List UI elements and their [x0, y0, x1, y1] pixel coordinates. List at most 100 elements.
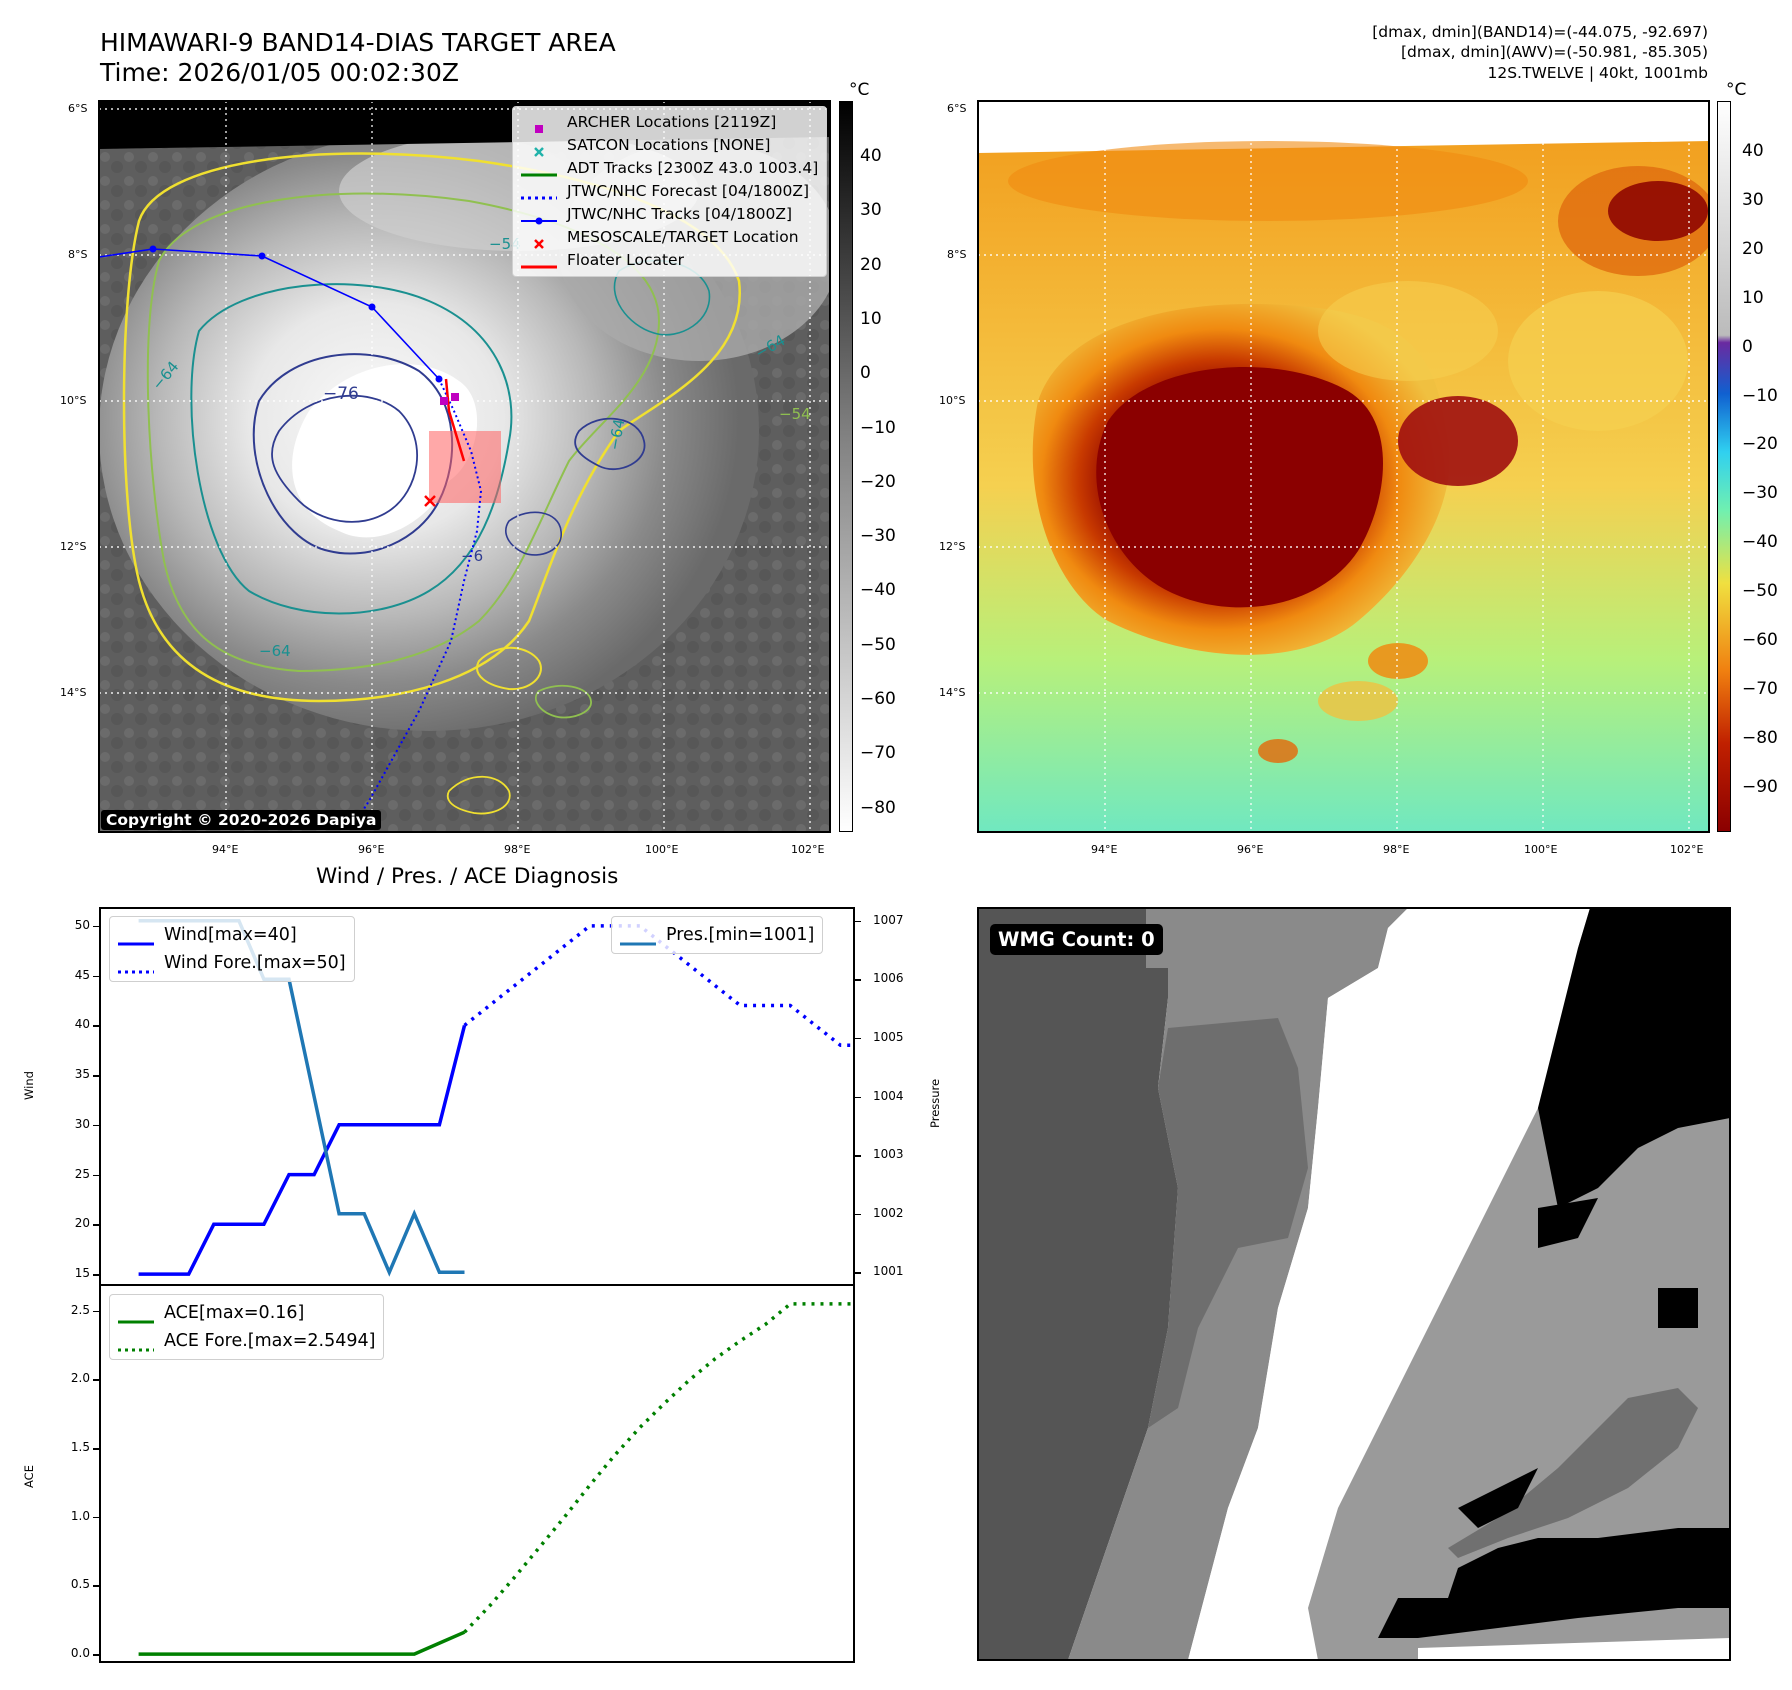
- ir-legend: ARCHER Locations [2119Z] SATCON Locations…: [512, 106, 828, 277]
- wmg-map[interactable]: WMG Count: 0: [978, 908, 1730, 1660]
- legend-entry: MESOSCALE/TARGET Location: [521, 226, 818, 249]
- legend-swatch: [521, 256, 557, 268]
- colorbar-tick-label: 10: [1742, 287, 1764, 308]
- legend-label: Pres.[min=1001]: [666, 925, 815, 945]
- axis-tick-mark: [93, 1585, 99, 1587]
- axis-tick-mark: [93, 1124, 99, 1127]
- colorbar-tick-label: −80: [860, 797, 896, 818]
- axis-tick-mark: [93, 1448, 99, 1450]
- axis-tick-mark: [93, 1310, 99, 1313]
- axis-tick-mark: [855, 1272, 861, 1274]
- legend-label: JTWC/NHC Tracks [04/1800Z]: [567, 205, 793, 223]
- legend-label: ACE[max=0.16]: [164, 1303, 305, 1323]
- colorbar-tick-label: 40: [1742, 141, 1764, 161]
- colorbar-tick-label: −70: [1742, 678, 1778, 699]
- legend-entry: ACE Fore.[max=2.5494]: [118, 1327, 375, 1355]
- legend-label: SATCON Locations [NONE]: [567, 136, 771, 154]
- axis-tick-mark: [855, 1037, 861, 1040]
- legend-swatch: [521, 187, 557, 199]
- legend-swatch: [521, 210, 557, 224]
- colorbar-tick-label: −50: [1742, 581, 1778, 602]
- legend-entry: JTWC/NHC Tracks [04/1800Z]: [521, 203, 818, 226]
- axis-tick-label: 1.0: [70, 1508, 90, 1523]
- ace-legend: ACE[max=0.16] ACE Fore.[max=2.5494]: [109, 1294, 385, 1360]
- axis-tick-mark: [93, 1025, 99, 1027]
- colorbar-tick-label: −20: [860, 471, 896, 492]
- legend-swatch: [118, 958, 154, 974]
- info-awv: [dmax, dmin](AWV)=(-50.981, -85.305): [1401, 43, 1708, 61]
- series-line: [463, 924, 853, 1048]
- legend-entry: SATCON Locations [NONE]: [521, 134, 818, 157]
- copyright-badge: Copyright © 2020-2026 Dapiya: [101, 810, 382, 830]
- contour-label: −64: [605, 417, 628, 451]
- awv-colorbar-unit: °C: [1726, 80, 1747, 100]
- colorbar-tick-label: −30: [860, 526, 896, 547]
- lat-label: 10°S: [939, 394, 966, 407]
- axis-tick-label: 15: [74, 1266, 90, 1281]
- legend-swatch: [521, 118, 557, 133]
- legend-entry: Wind Fore.[max=50]: [118, 949, 346, 977]
- axis-tick-mark: [93, 1654, 99, 1656]
- colorbar-tick-label: −70: [860, 743, 896, 764]
- colorbar-tick-label: 10: [860, 308, 882, 329]
- axis-tick-mark: [93, 1274, 99, 1276]
- colorbar-tick-label: −50: [860, 634, 896, 655]
- ir-colorbar: [839, 101, 853, 832]
- info-band14: [dmax, dmin](BAND14)=(-44.075, -92.697): [1372, 23, 1708, 41]
- axis-tick-mark: [855, 1213, 861, 1216]
- legend-entry: JTWC/NHC Forecast [04/1800Z]: [521, 180, 818, 203]
- contour-label: −6: [461, 547, 483, 565]
- axis-tick-mark: [855, 1155, 861, 1157]
- axis-tick-label: 50: [74, 917, 90, 932]
- lon-label: 96°E: [1237, 843, 1264, 856]
- colorbar-tick-label: 0: [860, 363, 871, 384]
- axis-tick-label: 30: [74, 1116, 90, 1131]
- wind-axis-label: Wind: [22, 1071, 36, 1100]
- axis-tick-label: 1001: [873, 1264, 904, 1279]
- legend-label: JTWC/NHC Forecast [04/1800Z]: [567, 182, 810, 200]
- lat-label: 12°S: [60, 540, 87, 553]
- colorbar-tick-label: 30: [860, 200, 882, 221]
- axis-tick-label: 1.5: [70, 1440, 90, 1455]
- lon-label: 102°E: [791, 843, 825, 856]
- colorbar-tick-label: −80: [1742, 727, 1778, 748]
- lon-label: 94°E: [1091, 843, 1118, 856]
- colorbar-tick-label: −60: [1742, 630, 1778, 650]
- series-line: [138, 1024, 467, 1276]
- legend-entry: Wind[max=40]: [118, 921, 346, 949]
- legend-swatch: [620, 930, 656, 946]
- lon-label: 98°E: [1383, 843, 1410, 856]
- lat-label: 10°S: [60, 394, 87, 407]
- axis-tick-label: 2.0: [70, 1371, 90, 1386]
- lat-label: 14°S: [60, 686, 87, 699]
- ace-plot[interactable]: [99, 1284, 855, 1663]
- legend-label: ARCHER Locations [2119Z]: [567, 113, 777, 131]
- lat-label: 14°S: [939, 686, 966, 699]
- colorbar-tick-label: 0: [1742, 336, 1753, 357]
- colorbar-tick-label: 40: [860, 146, 882, 166]
- axis-tick-label: 1004: [873, 1088, 904, 1103]
- diag-title: Wind / Pres. / ACE Diagnosis: [316, 864, 619, 889]
- lat-label: 8°S: [68, 248, 88, 261]
- axis-tick-label: 1002: [873, 1205, 904, 1220]
- axis-tick-mark: [93, 1075, 99, 1077]
- legend-label: Wind Fore.[max=50]: [164, 953, 346, 973]
- awv-satellite-map[interactable]: [978, 101, 1709, 832]
- colorbar-tick-label: 20: [860, 254, 882, 275]
- colorbar-tick-label: −30: [1742, 483, 1778, 504]
- colorbar-tick-label: −10: [1742, 385, 1778, 406]
- legend-entry: ACE[max=0.16]: [118, 1299, 375, 1327]
- contour-label: −76: [323, 384, 359, 404]
- info-storm: 12S.TWELVE | 40kt, 1001mb: [1487, 64, 1709, 82]
- lon-label: 102°E: [1670, 843, 1704, 856]
- axis-tick-label: 0.5: [70, 1577, 90, 1592]
- wmg-count-badge: WMG Count: 0: [990, 924, 1163, 955]
- lon-label: 100°E: [1524, 843, 1558, 856]
- axis-tick-mark: [855, 1096, 861, 1098]
- legend-entry: ADT Tracks [2300Z 43.0 1003.4]: [521, 157, 818, 180]
- legend-entry: Pres.[min=1001]: [620, 921, 814, 949]
- legend-swatch: [118, 930, 154, 946]
- awv-colorbar: [1717, 101, 1731, 832]
- axis-tick-mark: [93, 975, 99, 978]
- lon-label: 100°E: [645, 843, 679, 856]
